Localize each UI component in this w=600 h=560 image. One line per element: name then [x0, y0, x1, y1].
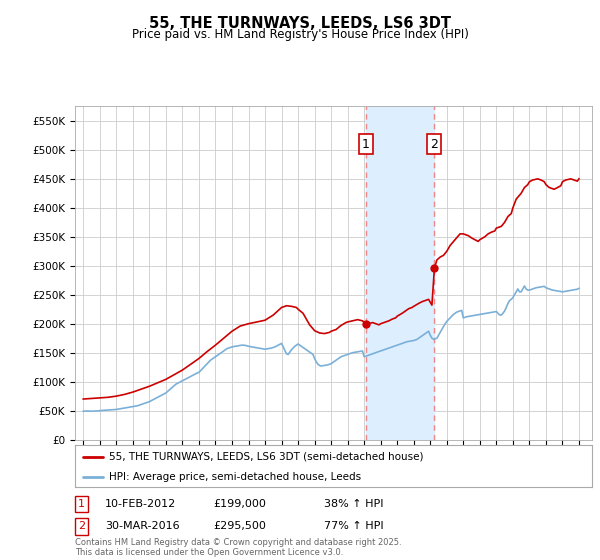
Text: £199,000: £199,000 — [213, 499, 266, 509]
Text: 1: 1 — [78, 499, 85, 509]
Text: Price paid vs. HM Land Registry's House Price Index (HPI): Price paid vs. HM Land Registry's House … — [131, 28, 469, 41]
Text: 10-FEB-2012: 10-FEB-2012 — [105, 499, 176, 509]
Text: 77% ↑ HPI: 77% ↑ HPI — [324, 521, 383, 531]
Text: HPI: Average price, semi-detached house, Leeds: HPI: Average price, semi-detached house,… — [109, 472, 361, 482]
Text: 2: 2 — [78, 521, 85, 531]
Text: 2: 2 — [430, 138, 439, 151]
Text: Contains HM Land Registry data © Crown copyright and database right 2025.
This d: Contains HM Land Registry data © Crown c… — [75, 538, 401, 557]
Text: £295,500: £295,500 — [213, 521, 266, 531]
Bar — [366, 106, 434, 440]
Text: 55, THE TURNWAYS, LEEDS, LS6 3DT: 55, THE TURNWAYS, LEEDS, LS6 3DT — [149, 16, 451, 31]
Text: 55, THE TURNWAYS, LEEDS, LS6 3DT (semi-detached house): 55, THE TURNWAYS, LEEDS, LS6 3DT (semi-d… — [109, 452, 423, 462]
Text: 38% ↑ HPI: 38% ↑ HPI — [324, 499, 383, 509]
Text: 1: 1 — [362, 138, 370, 151]
Text: 30-MAR-2016: 30-MAR-2016 — [105, 521, 179, 531]
